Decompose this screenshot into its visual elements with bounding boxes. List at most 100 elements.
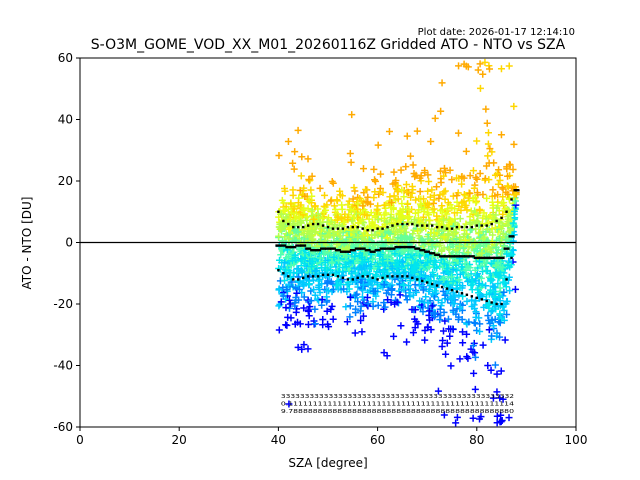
- data-point: [499, 395, 507, 403]
- data-point: [463, 353, 471, 361]
- data-point: [462, 147, 470, 155]
- data-point: [437, 107, 445, 115]
- data-point: [485, 176, 493, 184]
- data-point: [410, 237, 418, 245]
- data-point: [456, 233, 464, 241]
- data-point: [379, 268, 387, 276]
- bin-upper-marker: [311, 222, 315, 226]
- data-point: [364, 193, 372, 201]
- data-point: [446, 216, 454, 224]
- data-point: [481, 58, 489, 66]
- bin-lower-marker: [306, 275, 310, 278]
- data-point: [332, 205, 340, 213]
- data-point: [402, 181, 410, 189]
- bin-lower-marker: [287, 275, 290, 278]
- data-point: [405, 206, 413, 214]
- bin-mean-marker: [463, 255, 470, 258]
- data-point: [297, 219, 305, 227]
- data-point: [424, 239, 432, 247]
- data-point: [410, 170, 418, 178]
- data-point: [487, 275, 495, 283]
- bin-mean-marker: [468, 255, 475, 258]
- data-point: [510, 140, 518, 148]
- data-point: [497, 225, 505, 233]
- data-point: [351, 253, 359, 261]
- data-point: [289, 159, 297, 167]
- data-point: [290, 165, 298, 173]
- data-point: [440, 411, 448, 419]
- data-point: [332, 269, 340, 277]
- data-point: [465, 318, 473, 326]
- bin-upper-marker: [495, 219, 498, 223]
- data-point: [483, 119, 491, 127]
- data-point: [394, 299, 402, 307]
- data-point: [407, 193, 415, 201]
- data-point: [289, 186, 297, 194]
- data-point: [397, 322, 405, 330]
- bin-upper-marker: [386, 225, 389, 229]
- data-point: [286, 215, 294, 223]
- data-point: [471, 266, 479, 274]
- data-point: [361, 256, 369, 264]
- data-point: [345, 197, 353, 205]
- data-point: [476, 60, 484, 68]
- data-point: [364, 231, 372, 239]
- data-point: [374, 141, 382, 149]
- data-point: [302, 276, 310, 284]
- data-point: [300, 184, 308, 192]
- data-point: [494, 180, 502, 188]
- bin-upper-marker: [421, 224, 424, 227]
- data-point: [466, 172, 474, 180]
- data-point: [388, 264, 396, 272]
- bin-lower-marker: [445, 287, 449, 290]
- data-point: [428, 302, 436, 310]
- bin-upper-marker: [366, 229, 369, 232]
- bin-lower-marker: [490, 301, 493, 304]
- data-point: [497, 131, 505, 139]
- data-point: [414, 248, 422, 256]
- data-point: [414, 209, 422, 217]
- data-point: [295, 285, 303, 293]
- bin-upper-marker: [297, 225, 300, 229]
- bin-lower-marker: [386, 275, 389, 278]
- data-point: [308, 226, 316, 234]
- bin-mean-marker: [483, 256, 490, 260]
- bin-mean-marker: [419, 248, 426, 252]
- data-point: [439, 336, 447, 344]
- bin-mean-marker: [508, 235, 515, 238]
- data-point: [444, 281, 452, 289]
- bin-lower-marker: [341, 276, 345, 280]
- data-point: [457, 206, 465, 214]
- data-point: [493, 412, 501, 420]
- bin-upper-marker: [480, 224, 483, 227]
- data-point: [324, 214, 332, 222]
- data-point: [420, 299, 428, 307]
- data-point: [286, 282, 294, 290]
- data-point: [277, 210, 285, 218]
- data-point: [294, 228, 302, 236]
- bin-mean-marker: [429, 252, 436, 255]
- data-point: [455, 202, 463, 210]
- data-point: [509, 237, 517, 245]
- data-point: [275, 232, 283, 240]
- data-point: [403, 132, 411, 140]
- data-point: [285, 225, 293, 233]
- data-point: [307, 254, 315, 262]
- bin-lower-marker: [326, 273, 330, 276]
- data-point: [352, 291, 360, 299]
- data-point: [371, 177, 379, 185]
- bin-mean-marker: [334, 248, 341, 252]
- data-point: [474, 286, 482, 294]
- data-point: [451, 205, 459, 213]
- data-point: [335, 267, 343, 275]
- data-point: [305, 175, 313, 183]
- data-points: [275, 58, 520, 427]
- data-point: [406, 285, 414, 293]
- data-point: [509, 165, 517, 173]
- data-point: [348, 217, 356, 225]
- data-point: [383, 234, 391, 242]
- data-point: [346, 237, 354, 245]
- data-point: [505, 414, 513, 422]
- bin-mean-marker: [503, 247, 510, 250]
- bin-upper-marker: [401, 222, 404, 226]
